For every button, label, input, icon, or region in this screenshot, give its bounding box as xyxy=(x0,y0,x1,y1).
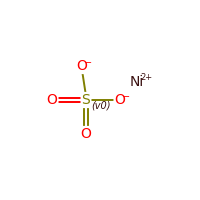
Text: Ni: Ni xyxy=(130,75,144,89)
Text: −: − xyxy=(84,58,92,68)
Text: O: O xyxy=(115,93,125,107)
Text: O: O xyxy=(77,59,87,73)
Text: O: O xyxy=(81,127,91,141)
Text: O: O xyxy=(47,93,57,107)
Text: 2+: 2+ xyxy=(140,73,153,82)
Text: −: − xyxy=(122,92,130,102)
Text: S: S xyxy=(82,93,90,107)
Text: (v0): (v0) xyxy=(91,100,111,110)
